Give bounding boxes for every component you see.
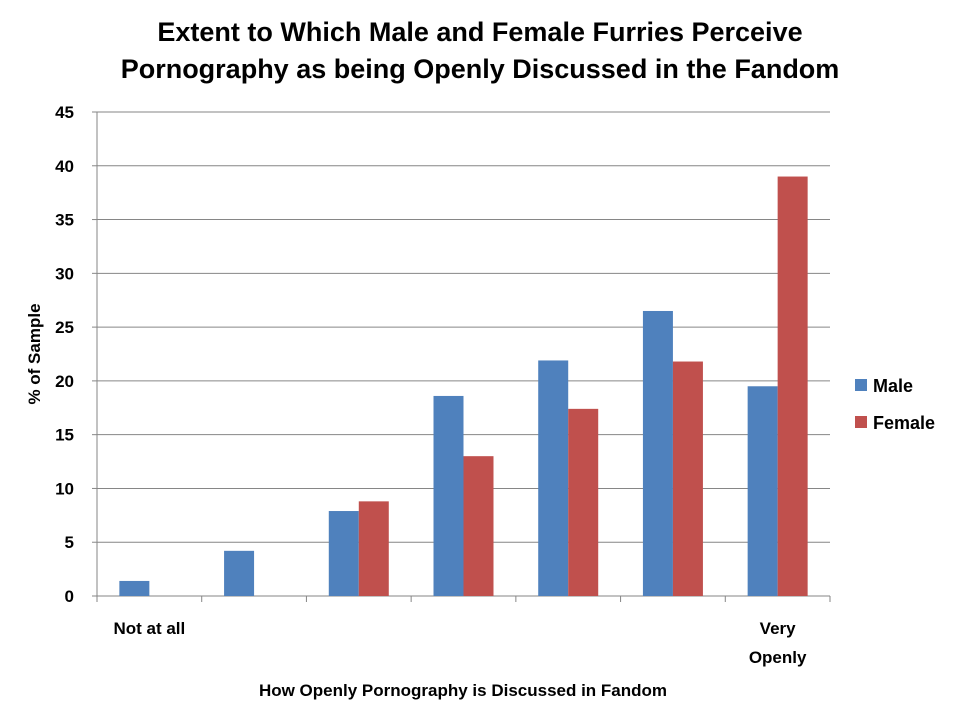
y-tick-label: 35: [55, 211, 74, 230]
bar-female-2: [358, 501, 389, 596]
y-tick-label: 15: [55, 426, 74, 445]
legend-label-male: Male: [873, 376, 913, 396]
legend-swatch-male: [855, 379, 867, 391]
chart-title: Extent to Which Male and Female Furries …: [60, 14, 900, 88]
bar-male-5: [642, 310, 673, 596]
y-tick-label: 5: [65, 533, 74, 552]
y-tick-label: 40: [55, 157, 74, 176]
bar-male-0: [119, 580, 150, 596]
bar-male-2: [328, 511, 359, 596]
bar-male-4: [538, 360, 569, 596]
y-tick-label: 25: [55, 318, 74, 337]
y-tick-label: 30: [55, 264, 74, 283]
y-tick-label: 10: [55, 479, 74, 498]
legend-swatch-female: [855, 416, 867, 428]
x-tick-label: Openly: [749, 648, 807, 667]
bar-female-6: [777, 176, 808, 597]
x-tick-label: Very: [760, 619, 796, 638]
y-tick-label: 20: [55, 372, 74, 391]
bar-male-1: [224, 550, 255, 596]
tick-labels: 0 5 10 15 20 25 30 35 40 45 Not at all Very Openly: [55, 103, 807, 667]
y-tick-label: 0: [65, 587, 74, 606]
chart-title-line-2: Pornography as being Openly Discussed in…: [120, 54, 840, 84]
legend: Male Female: [855, 376, 935, 433]
x-tick-label: Not at all: [113, 619, 185, 638]
y-axis-title: % of Sample: [25, 303, 44, 404]
bars: [119, 176, 808, 597]
bar-female-5: [672, 361, 703, 596]
bar-female-4: [568, 408, 599, 596]
x-axis-title: How Openly Pornography is Discussed in F…: [259, 681, 667, 700]
legend-label-female: Female: [873, 413, 935, 433]
bar-male-3: [433, 395, 464, 596]
y-tick-label: 45: [55, 103, 74, 122]
bar-female-3: [463, 456, 494, 596]
bar-male-6: [747, 386, 778, 596]
chart-title-line-1: Extent to Which Male and Female Furries …: [157, 17, 803, 47]
